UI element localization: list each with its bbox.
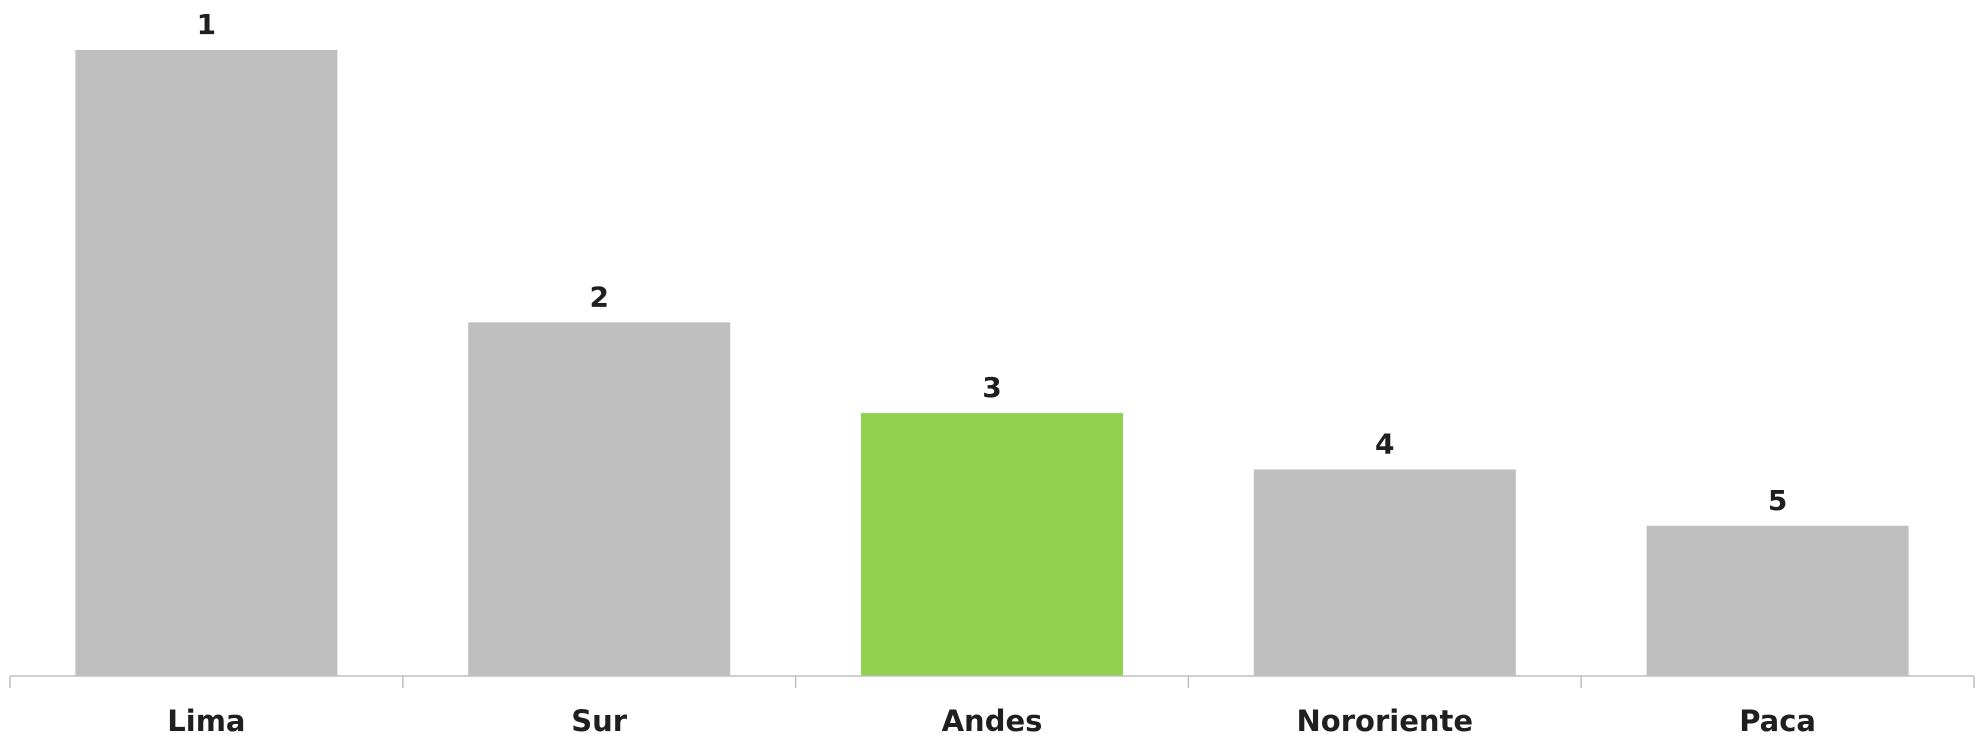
bar-paca: [1646, 525, 1909, 676]
bar-sur: [468, 322, 731, 676]
value-labels-group: 1 2 3 4 5: [197, 8, 1788, 517]
value-label-lima: 1: [197, 8, 216, 41]
category-labels-group: Lima Sur Andes Nororiente Paca: [167, 704, 1816, 737]
bar-andes: [861, 413, 1123, 676]
category-label-sur: Sur: [571, 704, 628, 737]
category-label-andes: Andes: [942, 704, 1043, 737]
value-label-sur: 2: [589, 280, 608, 313]
value-label-paca: 5: [1768, 484, 1787, 517]
x-axis: [9, 675, 1975, 688]
bar-nororiente: [1253, 469, 1516, 676]
category-label-lima: Lima: [167, 704, 245, 737]
category-label-nororiente: Nororiente: [1297, 704, 1474, 737]
category-label-paca: Paca: [1739, 704, 1816, 737]
value-label-andes: 3: [982, 371, 1001, 404]
bar-lima: [75, 50, 338, 676]
value-label-nororiente: 4: [1375, 427, 1394, 460]
bars-group: [75, 50, 1909, 676]
